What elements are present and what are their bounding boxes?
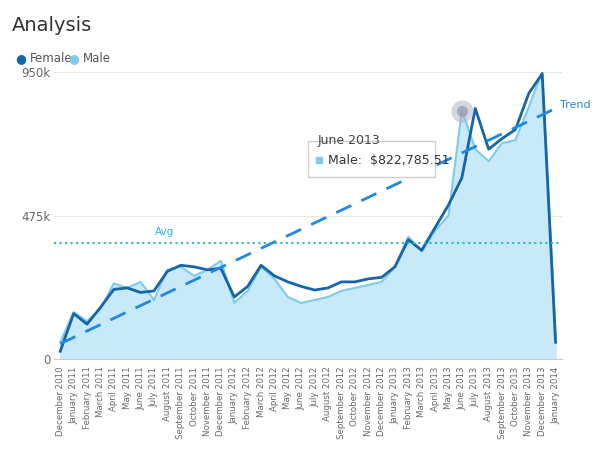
Text: June 2013: June 2013 [315, 149, 377, 162]
Text: June 2013: June 2013 [317, 134, 380, 147]
Text: ●: ● [15, 52, 26, 65]
Text: Analysis: Analysis [12, 16, 92, 35]
Text: Avg: Avg [155, 227, 174, 237]
Text: Male:  $822,785.51: Male: $822,785.51 [328, 154, 450, 167]
Text: Female: Female [30, 52, 73, 65]
Text: Male: Male [83, 52, 111, 65]
FancyBboxPatch shape [308, 141, 435, 177]
Text: Trend: Trend [559, 100, 590, 110]
Text: ●: ● [68, 52, 79, 65]
